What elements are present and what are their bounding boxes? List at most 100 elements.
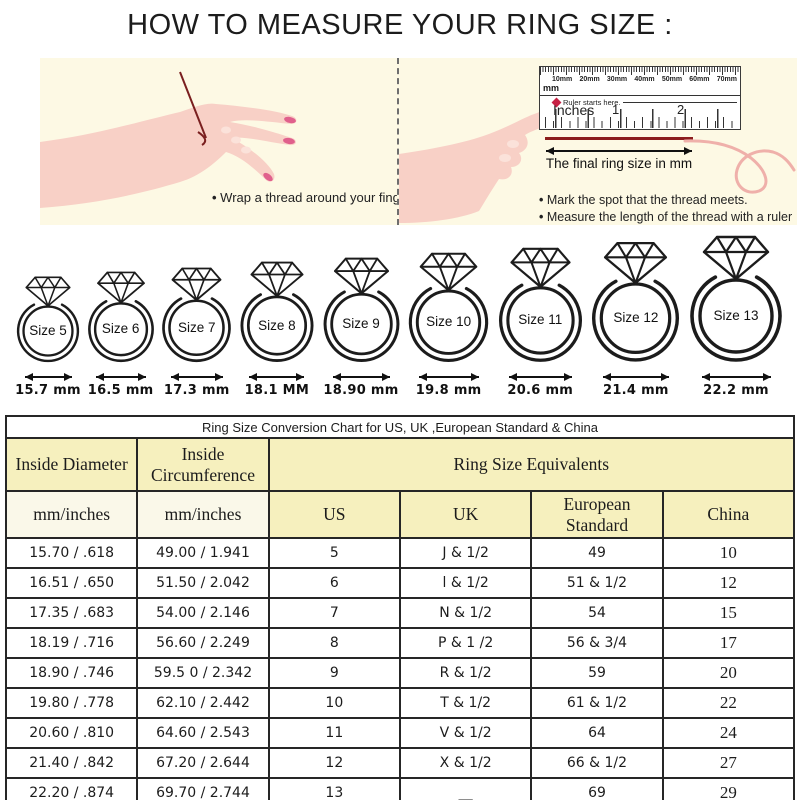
diamond-ring-illustration: Size 13 (686, 235, 786, 368)
diamond-ring-illustration: Size 8 (237, 261, 317, 368)
ring-size-label: Size 7 (177, 320, 216, 335)
ruler: 10mm 20mm 30mm 40mm 50mm 60mm 70mm mm Ru… (539, 66, 741, 130)
ring-size-label: Size 10 (426, 314, 472, 329)
header-china: China (661, 490, 796, 539)
ruler-midline (540, 95, 740, 96)
table-cell: 22.20 / .874 (4, 777, 139, 800)
ring-size-label: Size 13 (713, 308, 759, 323)
table-cell: 13 (267, 777, 401, 800)
ruler-start-note: Ruler starts here. (563, 98, 621, 107)
table-cell: T & 1/2 (398, 687, 533, 719)
ring-diameter-value: 21.4 mm (602, 383, 669, 398)
ruler-start-row: Ruler starts here. (551, 97, 737, 108)
header-inside-circumference: Inside Circumference (136, 437, 270, 492)
diameter-arrow (95, 372, 146, 381)
diamond-ring-illustration: Size 12 (588, 241, 683, 368)
table-cell: 12 (661, 567, 796, 599)
diamond-ring-illustration: Size 11 (495, 247, 586, 368)
table-cell: 49 (530, 537, 664, 569)
table-cell: 5 (267, 537, 401, 569)
table-cell: l & 1/2 (398, 567, 533, 599)
ring-size-item: Size 10 19.8 mm (405, 252, 492, 398)
table-row: 21.40 / .842 67.20 / 2.644 12 X & 1/2 66 & 1… (4, 747, 796, 779)
diameter-arrow (701, 372, 771, 381)
table-cell: 6 (267, 567, 401, 599)
table-cell: 18.90 / .746 (4, 657, 139, 689)
thread-line (179, 71, 207, 139)
table-cell: 17.35 / .683 (4, 597, 139, 629)
ring-size-item: Size 13 22.2 mm (686, 235, 786, 398)
table-cell: __ (398, 777, 533, 800)
mm-label: 60mm (689, 76, 710, 83)
diamond-ring-illustration: Size 9 (320, 257, 403, 368)
table-cell: 51 & 1/2 (530, 567, 664, 599)
table-cell: 49.00 / 1.941 (136, 537, 270, 569)
diamond-ring-illustration: Size 5 (14, 276, 82, 368)
mm-label: 40mm (634, 76, 655, 83)
ring-size-label: Size 8 (258, 318, 296, 333)
diameter-arrow (418, 372, 479, 381)
instruction-bullet: Mark the spot that the thread meets. (539, 193, 748, 207)
table-cell: 69 (530, 777, 664, 800)
table-row: 17.35 / .683 54.00 / 2.146 7 N & 1/2 54 15 (4, 597, 796, 629)
ring-size-item: Size 6 16.5 mm (85, 271, 157, 398)
mm-label: 20mm (579, 76, 600, 83)
table-cell: 12 (267, 747, 401, 779)
ring-diameter-value: 19.8 mm (415, 383, 482, 398)
table-cell: 64 (530, 717, 664, 749)
page-title: HOW TO MEASURE YOUR RING SIZE : (127, 9, 673, 41)
table-row: 19.80 / .778 62.10 / 2.442 10 T & 1/2 61 & 1… (4, 687, 796, 719)
table-cell: 17 (661, 627, 796, 659)
table-cell: 21.40 / .842 (4, 747, 139, 779)
table-cell: 56 & 3/4 (530, 627, 664, 659)
diamond-ring-illustration: Size 7 (159, 267, 234, 368)
ruler-mm-labels: 10mm 20mm 30mm 40mm 50mm 60mm 70mm (552, 76, 737, 83)
table-cell: 59 (530, 657, 664, 689)
header-uk: UK (398, 490, 533, 539)
ring-size-item: Size 8 18.1 MM (237, 261, 317, 398)
diameter-arrow (249, 372, 305, 381)
mm-label: 70mm (716, 76, 737, 83)
panel-wrap-thread: Wrap a thread around your finger (40, 58, 411, 225)
ring-size-item: Size 5 15.7 mm (14, 276, 82, 398)
ring-size-item: Size 11 20.6 mm (495, 247, 586, 398)
table-cell: R & 1/2 (398, 657, 533, 689)
table-cell: 22 (661, 687, 796, 719)
table-cell: 24 (661, 717, 796, 749)
ring-diameter-value: 18.90 mm (323, 383, 399, 398)
diameter-arrow (170, 372, 223, 381)
table-title: Ring Size Conversion Chart for US, UK ,E… (5, 415, 795, 439)
diameter-arrow (602, 372, 669, 381)
header-us: US (267, 490, 401, 539)
table-cell: 56.60 / 2.249 (136, 627, 270, 659)
table-cell: V & 1/2 (398, 717, 533, 749)
ring-diameter-value: 22.2 mm (703, 383, 769, 398)
mm-label: 30mm (606, 76, 628, 83)
table-cell: N & 1/2 (398, 597, 533, 629)
table-cell: 10 (267, 687, 401, 719)
table-cell: 54.00 / 2.146 (136, 597, 270, 629)
ring-diameter-value: 20.6 mm (507, 383, 574, 398)
final-size-label: The final ring size in mm (545, 156, 693, 171)
ring-diameter-value: 18.1 MM (244, 383, 310, 398)
table-cell: X & 1/2 (398, 747, 533, 779)
table-row: 15.70 / .618 49.00 / 1.941 5 J & 1/2 49 10 (4, 537, 796, 569)
diameter-arrow (24, 372, 72, 381)
table-cell: J & 1/2 (398, 537, 533, 569)
header-circumference-unit: mm/inches (136, 490, 270, 539)
table-cell: P & 1 /2 (398, 627, 533, 659)
table-row: 20.60 / .810 64.60 / 2.543 11 V & 1/2 64 24 (4, 717, 796, 749)
diameter-arrow (508, 372, 572, 381)
mm-label: 10mm (552, 76, 573, 83)
ring-size-label: Size 11 (518, 312, 563, 327)
panel-measure-ruler: 10mm 20mm 30mm 40mm 50mm 60mm 70mm mm Ru… (397, 58, 797, 225)
ruler-mm-ticks-major (540, 67, 740, 75)
measured-thread (545, 137, 693, 140)
table-cell: 16.51 / .650 (4, 567, 139, 599)
ring-diameter-value: 15.7 mm (15, 383, 81, 398)
ruler-start-line (622, 102, 737, 103)
ring-size-item: Size 7 17.3 mm (159, 267, 234, 398)
diamond-ring-illustration: Size 10 (405, 252, 492, 368)
conversion-table-body: 15.70 / .618 49.00 / 1.941 5 J & 1/2 49 10 16.… (4, 537, 796, 800)
